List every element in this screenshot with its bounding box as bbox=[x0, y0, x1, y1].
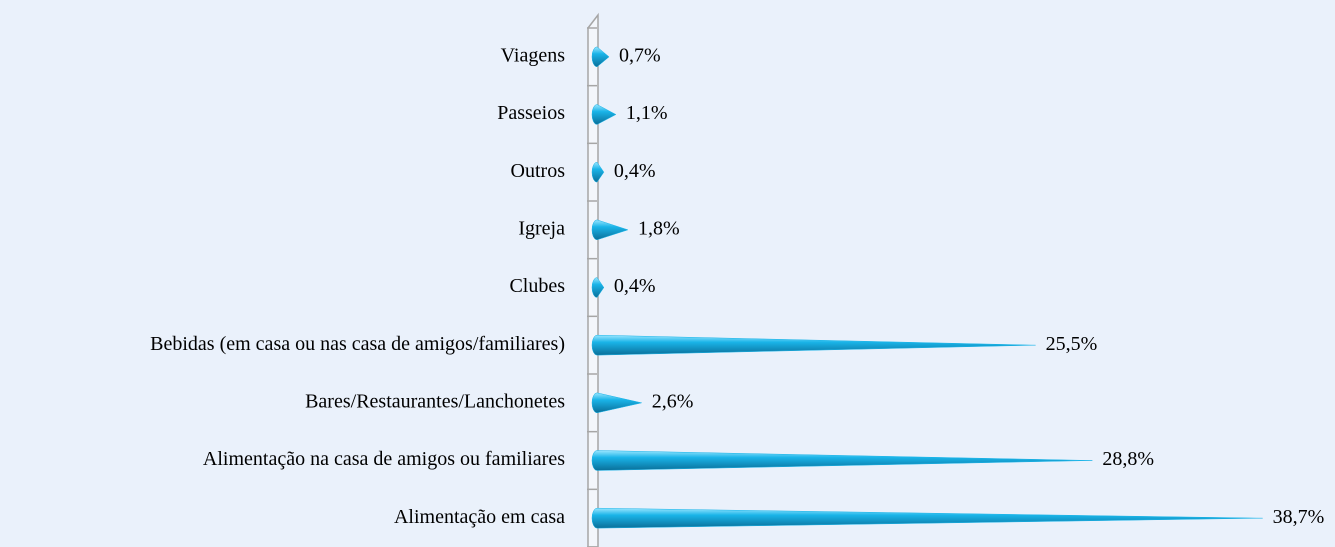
bar bbox=[591, 334, 1036, 356]
bar bbox=[591, 104, 617, 125]
y-tick-label: Igreja bbox=[518, 217, 565, 239]
y-tick-label: Outros bbox=[511, 160, 566, 182]
y-tick-label: Bebidas (em casa ou nas casa de amigos/f… bbox=[150, 333, 565, 355]
data-label: 28,8% bbox=[1102, 448, 1154, 470]
y-tick-label: Clubes bbox=[509, 275, 565, 297]
bar bbox=[591, 507, 1263, 529]
y-tick-label: Viagens bbox=[501, 44, 566, 66]
y-tick-label: Alimentação na casa de amigos ou familia… bbox=[203, 448, 565, 470]
bar bbox=[591, 450, 1093, 471]
data-label: 38,7% bbox=[1273, 506, 1325, 528]
data-label: 0,4% bbox=[614, 275, 656, 297]
bar bbox=[591, 392, 642, 414]
data-label: 0,4% bbox=[614, 160, 656, 182]
data-label: 0,7% bbox=[619, 44, 661, 66]
data-label: 1,8% bbox=[638, 217, 680, 239]
bar bbox=[591, 219, 629, 241]
bar bbox=[591, 277, 605, 298]
y-tick-label: Alimentação em casa bbox=[394, 506, 565, 528]
data-label: 1,1% bbox=[626, 102, 668, 124]
data-label: 25,5% bbox=[1046, 333, 1098, 355]
bar bbox=[591, 46, 610, 68]
bar bbox=[591, 161, 605, 183]
y-tick-label: Passeios bbox=[497, 102, 565, 124]
data-label: 2,6% bbox=[652, 390, 694, 412]
y-tick-label: Bares/Restaurantes/Lanchonetes bbox=[305, 390, 565, 412]
